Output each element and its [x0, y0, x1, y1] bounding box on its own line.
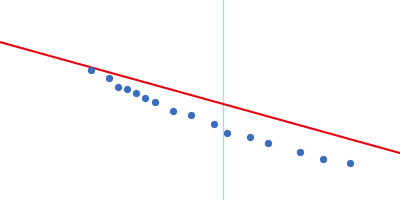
Point [210, 122, 217, 126]
Point [188, 114, 194, 117]
Point [115, 85, 121, 89]
Point [224, 131, 230, 134]
Point [247, 135, 253, 139]
Point [142, 96, 149, 99]
Point [297, 151, 303, 154]
Point [320, 157, 326, 160]
Point [151, 101, 158, 104]
Point [347, 161, 353, 165]
Point [170, 109, 176, 112]
Point [124, 88, 130, 91]
Point [133, 92, 140, 95]
Point [88, 68, 94, 71]
Point [106, 77, 112, 80]
Point [265, 142, 271, 145]
